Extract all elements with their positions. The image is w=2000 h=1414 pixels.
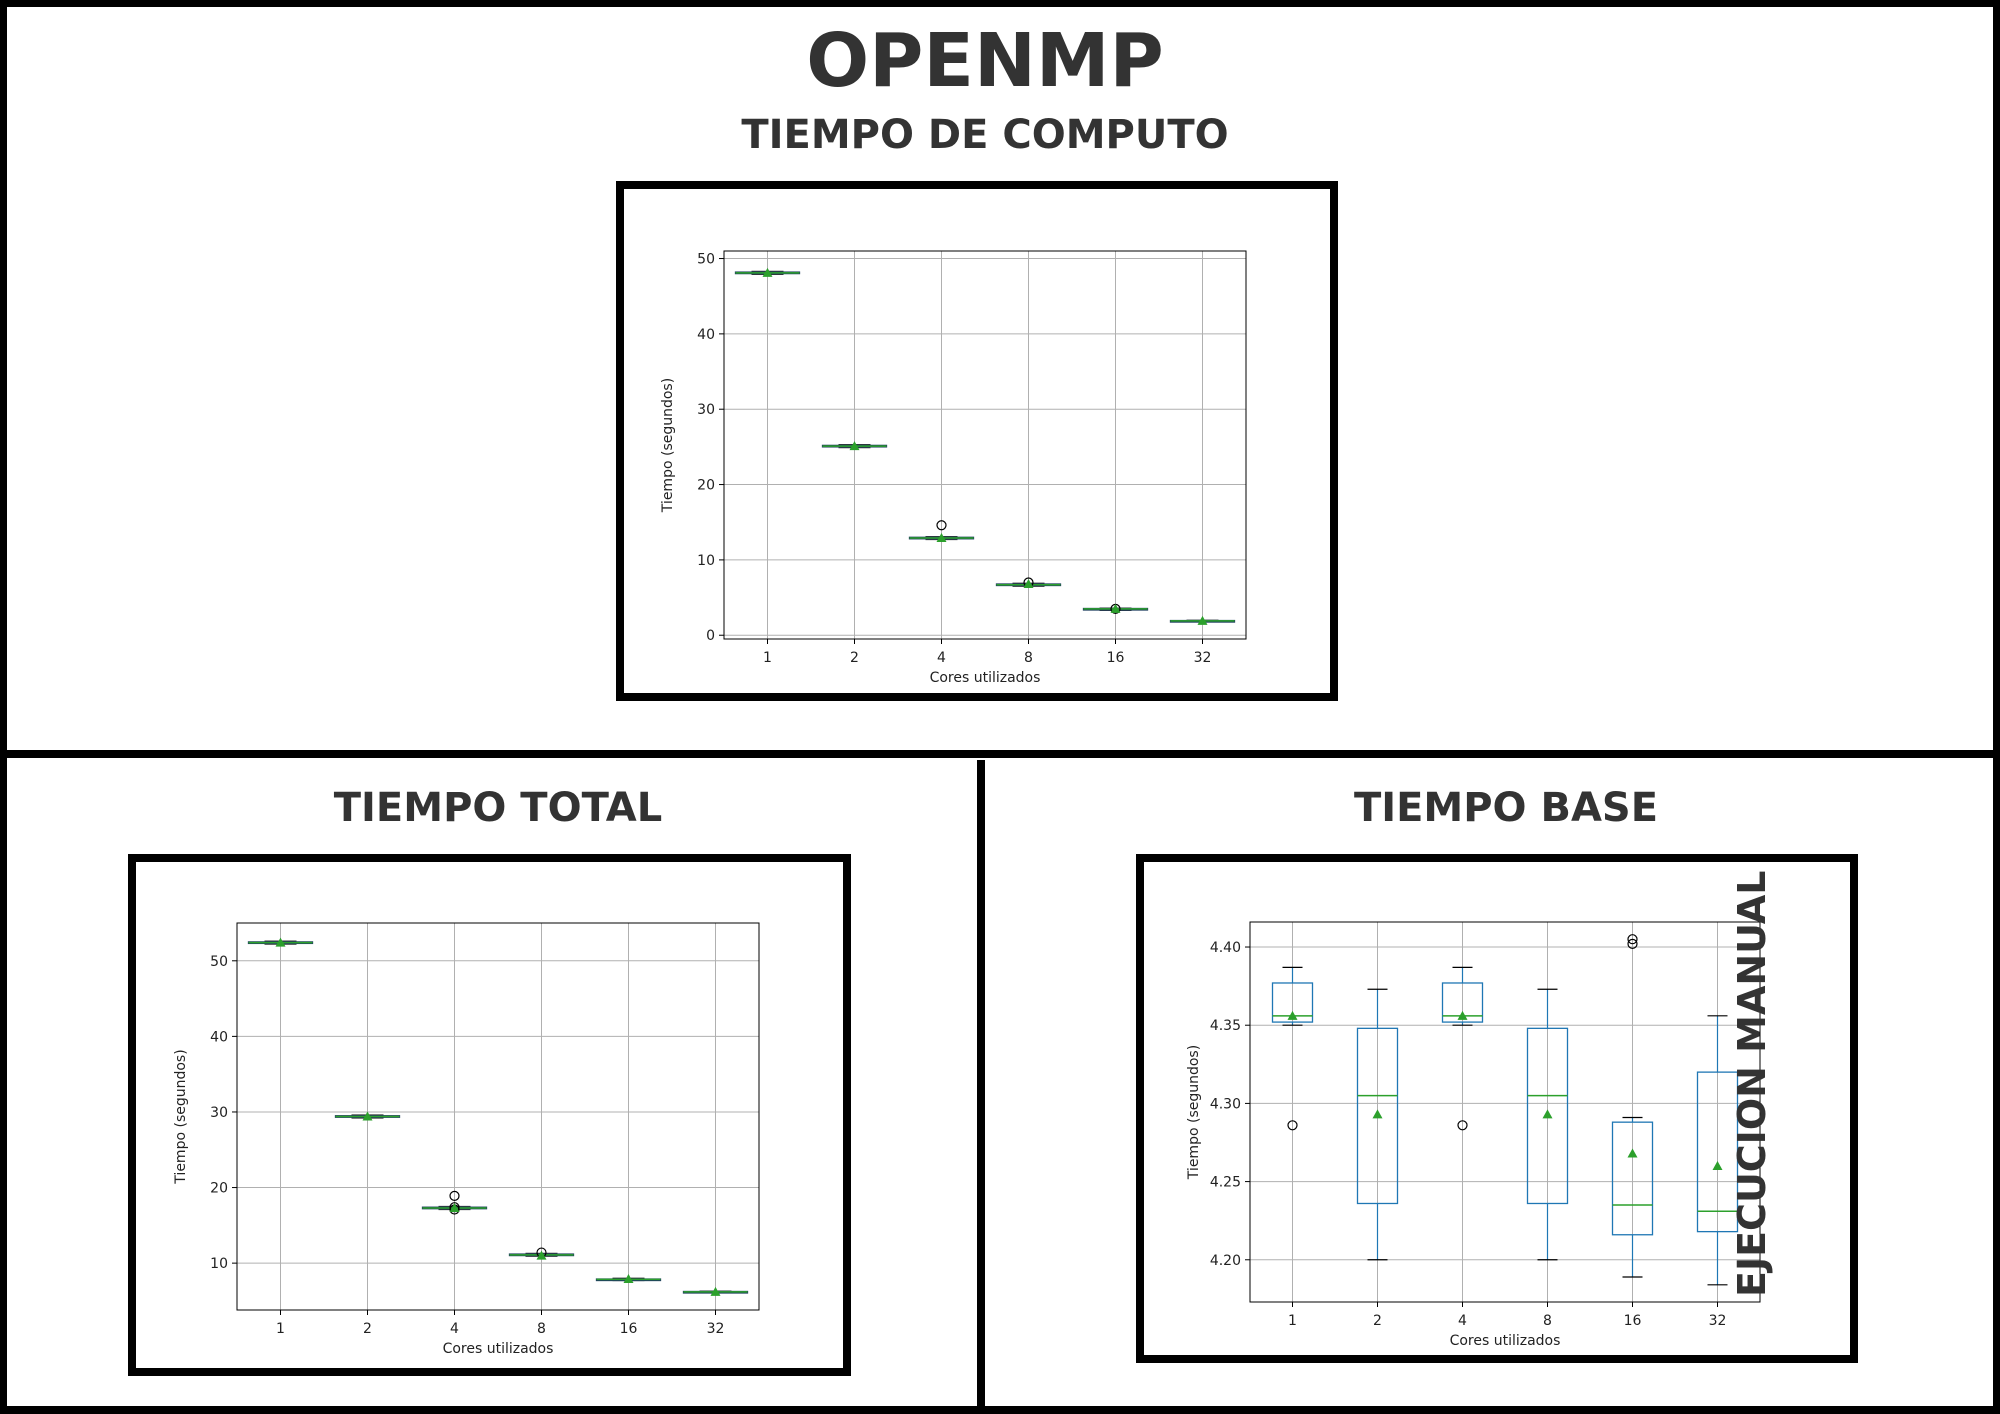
y-tick-label: 10 — [697, 553, 715, 569]
chart-frame-computo — [616, 181, 1338, 701]
y-axis-label: Tiempo (segundos) — [1186, 1045, 1202, 1180]
y-tick-label: 4.20 — [1210, 1253, 1241, 1269]
box-iqr — [1611, 1121, 1654, 1236]
outlier-point — [1457, 1120, 1468, 1131]
mean-marker — [449, 1202, 460, 1212]
x-axis-label: Cores utilizados — [1450, 1333, 1561, 1349]
outer-border-bottom — [0, 1406, 2000, 1414]
main-title: OPENMP — [806, 18, 1164, 104]
x-tick-label: 4 — [1458, 1313, 1467, 1329]
panel-title-base: TIEMPO BASE — [1353, 785, 1659, 831]
x-tick-label: 16 — [1624, 1313, 1642, 1329]
y-tick-label: 40 — [210, 1029, 228, 1045]
y-axis-label: Tiempo (segundos) — [660, 378, 676, 513]
y-tick-label: 30 — [210, 1105, 228, 1121]
box-iqr — [1356, 1027, 1399, 1205]
outlier-point — [936, 520, 947, 531]
y-tick-label: 4.35 — [1210, 1018, 1241, 1034]
x-tick-label: 8 — [1543, 1313, 1552, 1329]
mean-marker — [849, 441, 860, 451]
outlier-point — [449, 1190, 460, 1201]
side-label-ejecucion-manual: EJECUCION MANUAL — [1730, 870, 1774, 1298]
y-tick-label: 4.30 — [1210, 1096, 1241, 1112]
plot-area-frame — [1249, 921, 1761, 1303]
x-axis-label: Cores utilizados — [443, 1341, 554, 1357]
y-tick-label: 20 — [210, 1181, 228, 1197]
panel-title-total: TIEMPO TOTAL — [333, 785, 663, 831]
x-tick-label: 2 — [850, 650, 859, 666]
outlier-point — [1627, 934, 1638, 945]
x-tick-label: 4 — [450, 1321, 459, 1337]
outer-border-left — [0, 0, 7, 1414]
x-axis-label: Cores utilizados — [930, 670, 1041, 686]
x-tick-label: 2 — [363, 1321, 372, 1337]
boxplot-tiempo-total: 10 20 30 40 50 1 2 4 8 16 32 Cores utilizados Tiempo… — [173, 922, 760, 1357]
box-iqr — [1271, 982, 1314, 1023]
y-tick-label: 4.40 — [1210, 940, 1241, 956]
y-tick-label: 50 — [697, 252, 715, 268]
y-tick-label: 10 — [210, 1256, 228, 1272]
x-tick-label: 32 — [1194, 650, 1212, 666]
y-tick-label: 40 — [697, 327, 715, 343]
mean-marker — [536, 1250, 547, 1260]
x-tick-label: 16 — [620, 1321, 638, 1337]
mean-marker — [1197, 615, 1208, 625]
mean-marker — [1712, 1160, 1723, 1170]
x-tick-label: 2 — [1373, 1313, 1382, 1329]
outer-border-top — [0, 0, 2000, 7]
outlier-point — [1627, 938, 1638, 949]
chart-frame-total — [128, 854, 851, 1376]
x-tick-label: 32 — [1709, 1313, 1727, 1329]
mean-marker — [1457, 1010, 1468, 1020]
y-tick-label: 20 — [697, 478, 715, 494]
mean-marker — [1287, 1010, 1298, 1020]
mean-marker — [362, 1111, 373, 1121]
x-tick-label: 32 — [707, 1321, 725, 1337]
x-tick-label: 1 — [763, 650, 772, 666]
y-axis-label: Tiempo (segundos) — [173, 1049, 189, 1184]
mean-marker — [710, 1286, 721, 1296]
boxplot-tiempo-computo: 0 10 20 30 40 50 1 2 4 8 16 32 Cores utilizados Tiemp… — [660, 250, 1247, 686]
box-iqr — [1526, 1027, 1569, 1205]
x-tick-label: 1 — [1288, 1313, 1297, 1329]
x-tick-label: 8 — [537, 1321, 546, 1337]
mean-marker — [275, 937, 286, 947]
x-tick-label: 8 — [1024, 650, 1033, 666]
x-tick-label: 4 — [937, 650, 946, 666]
x-tick-label: 1 — [276, 1321, 285, 1337]
mean-marker — [1372, 1109, 1383, 1119]
outlier-point — [1287, 1120, 1298, 1131]
panel-title-computo: TIEMPO DE COMPUTO — [741, 112, 1229, 158]
mean-marker — [1542, 1109, 1553, 1119]
mean-marker — [1110, 603, 1121, 613]
y-tick-label: 4.25 — [1210, 1175, 1241, 1191]
boxplot-tiempo-base: 4.20 4.25 4.30 4.35 4.40 1 2 4 8 16 32 Cores utiliz… — [1186, 921, 1761, 1349]
vertical-divider — [977, 760, 985, 1414]
y-tick-label: 30 — [697, 402, 715, 418]
plot-area-frame — [236, 922, 760, 1311]
box-iqr — [1696, 1071, 1739, 1233]
plot-area-frame — [723, 250, 1247, 640]
mean-marker — [1627, 1148, 1638, 1158]
mean-marker — [623, 1274, 634, 1284]
horizontal-divider — [0, 750, 2000, 758]
mean-marker — [936, 533, 947, 543]
mean-marker — [1023, 579, 1034, 589]
outer-border-right — [1993, 0, 2000, 1414]
y-tick-label: 0 — [706, 628, 715, 644]
x-tick-label: 16 — [1107, 650, 1125, 666]
box-iqr — [1441, 982, 1484, 1023]
mean-marker — [762, 267, 773, 277]
y-tick-label: 50 — [210, 954, 228, 970]
